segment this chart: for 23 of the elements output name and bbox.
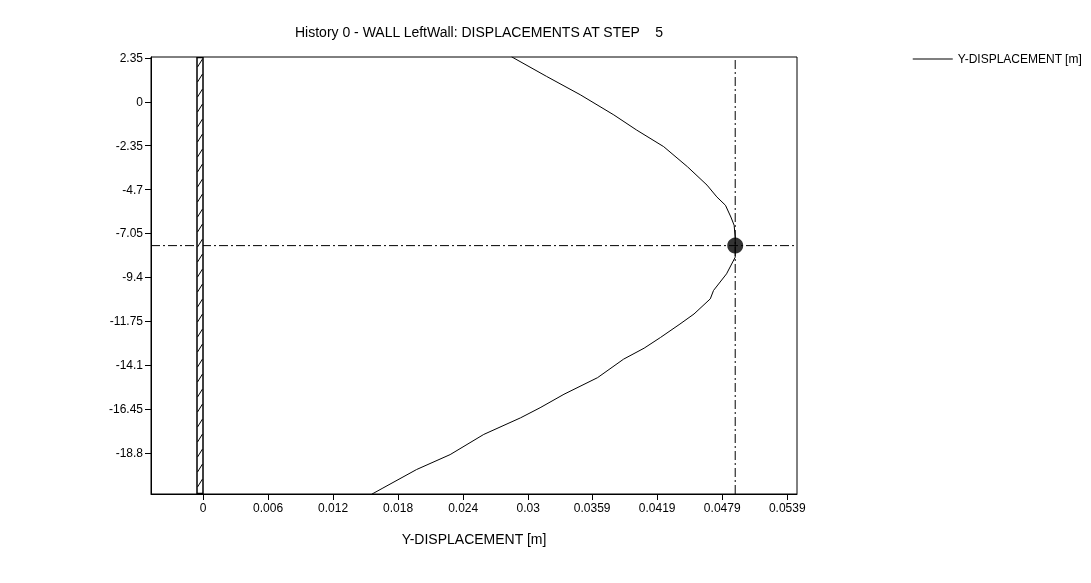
y-tick-label: -4.7 [122,182,144,197]
y-tick-label: 2.35 [119,50,144,65]
x-tick-label: 0.018 [383,501,414,515]
x-axis-title: Y-DISPLACEMENT [m] [401,531,547,547]
x-tick-label: 0.024 [448,501,479,515]
y-tick-label: -16.45 [108,402,144,417]
x-tick-label: 0.006 [253,501,284,515]
legend-label: Y-DISPLACEMENT [m] [957,52,1082,66]
x-tick-label: 0.03 [516,501,541,515]
x-tick-label: 0.0359 [573,501,611,515]
y-tick-label: 0 [136,94,144,109]
y-tick-label: -14.1 [115,358,144,373]
y-tick-label: -2.35 [115,138,144,153]
y-tick-label: -9.4 [122,270,144,285]
y-tick-label: -11.75 [109,314,144,329]
x-tick-label: 0 [199,501,207,515]
y-tick-label: -18.8 [115,445,144,460]
x-tick-label: 0.012 [318,501,349,515]
x-tick-label: 0.0539 [768,501,806,515]
y-tick-label: -7.05 [115,226,144,241]
chart-title: History 0 - WALL LeftWall: DISPLACEMENTS AT STEP 5 [295,24,664,40]
x-tick-label: 0.0419 [638,501,676,515]
x-tick-label: 0.0479 [703,501,741,515]
